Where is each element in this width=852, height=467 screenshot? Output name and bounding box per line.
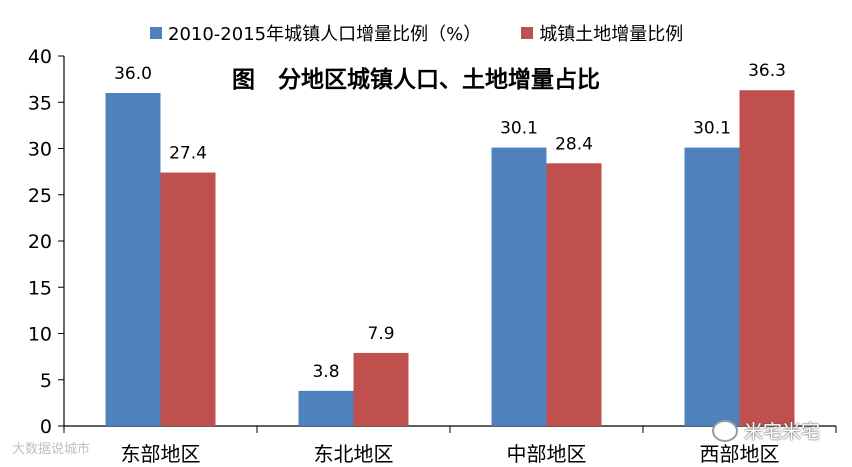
x-tick-label: 中部地区 bbox=[507, 442, 587, 466]
bar-land bbox=[739, 90, 795, 426]
y-tick-label: 25 bbox=[28, 185, 52, 207]
data-label: 3.8 bbox=[312, 362, 339, 382]
bar-population bbox=[684, 147, 740, 426]
y-tick-label: 35 bbox=[28, 92, 52, 114]
x-tick-label: 东部地区 bbox=[121, 442, 201, 466]
watermark-left: 大数据说城市 bbox=[12, 442, 91, 457]
y-tick-label: 40 bbox=[28, 46, 52, 68]
data-label: 28.4 bbox=[555, 134, 593, 154]
data-label: 7.9 bbox=[367, 324, 394, 344]
x-tick-label: 东北地区 bbox=[314, 442, 394, 466]
data-label: 30.1 bbox=[500, 119, 538, 139]
chat-bubble-icon bbox=[712, 419, 738, 442]
y-tick-label: 20 bbox=[28, 231, 52, 253]
y-tick-label: 30 bbox=[28, 139, 52, 161]
watermark-right-text: 米宅米宅 bbox=[744, 421, 821, 443]
y-tick-label: 15 bbox=[28, 277, 52, 299]
legend-item-population: 2010-2015年城镇人口增量比例（%） bbox=[150, 20, 481, 46]
y-tick-label: 10 bbox=[28, 324, 52, 346]
chart-title: 图 分地区城镇人口、土地增量占比 bbox=[232, 67, 600, 93]
watermark-right: 米宅米宅 bbox=[712, 417, 820, 444]
data-label: 27.4 bbox=[169, 144, 207, 164]
data-label: 36.0 bbox=[114, 64, 152, 84]
bar-land bbox=[353, 352, 409, 426]
data-label: 36.3 bbox=[748, 61, 786, 81]
data-label: 30.1 bbox=[693, 119, 731, 139]
bar-population bbox=[491, 147, 547, 426]
legend: 2010-2015年城镇人口增量比例（%） 城镇土地增量比例 bbox=[150, 20, 717, 46]
y-tick-label: 5 bbox=[40, 370, 52, 392]
x-tick-label: 西部地区 bbox=[700, 442, 780, 466]
legend-swatch-population bbox=[150, 27, 162, 39]
legend-label-population: 2010-2015年城镇人口增量比例（%） bbox=[168, 24, 482, 45]
y-tick-label: 0 bbox=[40, 416, 52, 438]
bar-population bbox=[298, 390, 354, 426]
legend-label-land: 城镇土地增量比例 bbox=[539, 24, 684, 45]
bar-population bbox=[105, 93, 161, 426]
legend-swatch-land bbox=[521, 27, 534, 39]
legend-item-land: 城镇土地增量比例 bbox=[521, 20, 683, 46]
bar-land bbox=[546, 163, 602, 427]
bar-land bbox=[160, 172, 216, 426]
